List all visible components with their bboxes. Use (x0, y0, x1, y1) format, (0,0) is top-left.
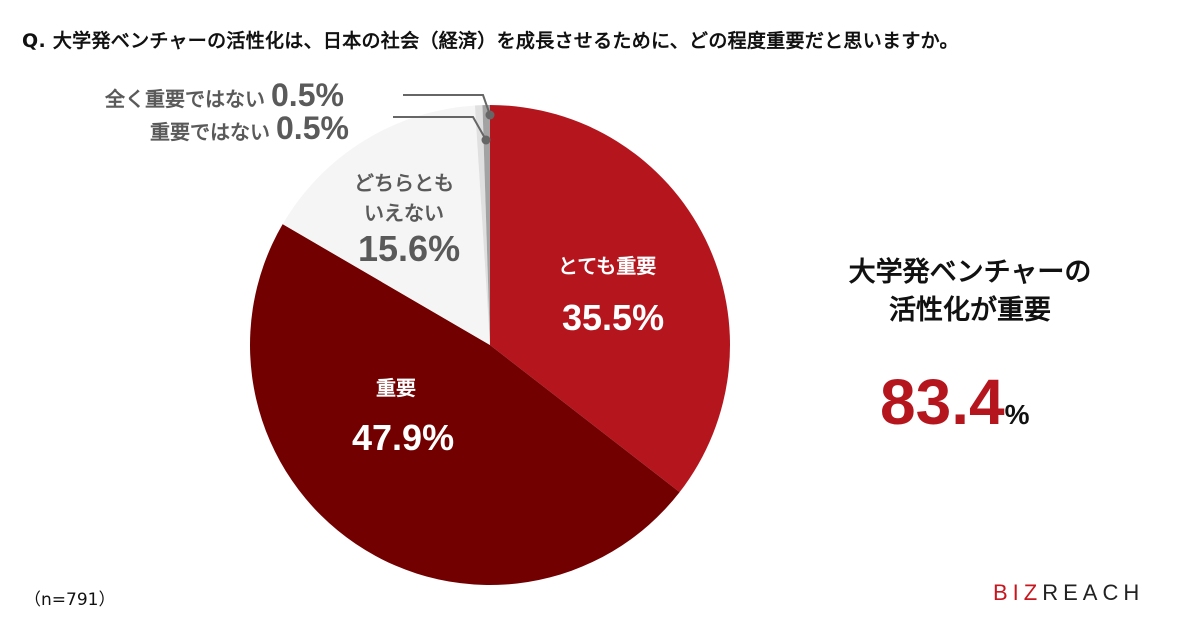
slice-not-important (474, 105, 490, 345)
leader-dot-not-important (481, 135, 491, 145)
label-important: 重要 47.9% (352, 376, 455, 458)
logo-mark-icon: H (1123, 580, 1145, 605)
label-neither: どちらとも いえない 15.6% (354, 171, 461, 269)
sample-size: （n=791） (24, 590, 116, 610)
pie-slices (249, 105, 731, 586)
leader-line-not-important (393, 116, 487, 141)
slice-neither (282, 105, 490, 345)
label-not-important: 重要ではない 0.5% (150, 110, 349, 146)
leader-line-not-at-all (403, 94, 491, 116)
slice-not-at-all-important (482, 105, 490, 345)
label-very-important: とても重要 35.5% (557, 254, 665, 338)
summary-heading: 大学発ベンチャーの 活性化が重要 (848, 257, 1092, 326)
label-not-at-all-important: 全く重要ではない 0.5% (105, 77, 344, 113)
slice-important (249, 224, 680, 586)
question-title: Q. 大学発ベンチャーの活性化は、日本の社会（経済）を成長させるために、どの程度… (22, 30, 959, 52)
leader-dot-not-at-all (485, 110, 495, 120)
slice-very-important (490, 105, 731, 493)
summary-value: 83.4% (880, 366, 1030, 438)
bizreach-logo: BIZREACH (993, 580, 1145, 605)
